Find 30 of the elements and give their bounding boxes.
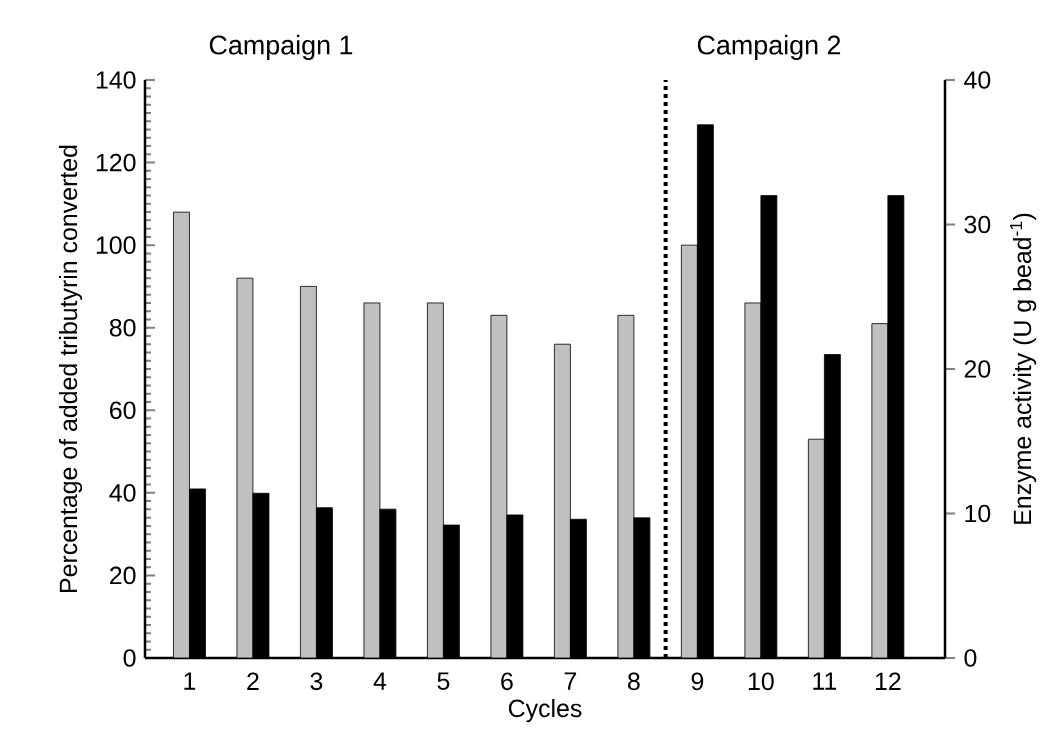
y2-tick-label: 20 xyxy=(964,360,991,378)
y-axis-title: Percentage of added tributyrin converted xyxy=(58,145,83,592)
y2-tick-label: 40 xyxy=(964,71,991,89)
y-tick-label: 20 xyxy=(110,566,136,585)
x-tick-label: 2 xyxy=(247,672,259,690)
y2-tick-label: 0 xyxy=(964,649,977,667)
y2-tick-label: 10 xyxy=(965,504,991,523)
x-tick-label: 4 xyxy=(373,672,387,690)
y-tick-label: 0 xyxy=(123,649,136,667)
x-axis-title: Cycles xyxy=(508,698,582,723)
x-tick-label: 5 xyxy=(437,672,450,690)
x-tick-label: 6 xyxy=(501,672,513,691)
x-tick-label: 3 xyxy=(310,672,323,691)
x-tick-label: 9 xyxy=(691,672,704,691)
y-tick-label: 40 xyxy=(109,484,136,502)
x-tick-label: 11 xyxy=(813,672,837,690)
x-tick-label: 1 xyxy=(184,672,196,690)
text: Campaign 1 xyxy=(209,34,353,60)
x-tick-label: 7 xyxy=(564,672,577,690)
y-tick-label: 120 xyxy=(96,153,136,172)
x-tick-label: 12 xyxy=(875,672,901,690)
x-tick-label: 10 xyxy=(748,672,774,691)
y2-axis-title: Enzyme activity (U g bead$^{-1}$) xyxy=(1010,213,1037,524)
y-tick-label: 60 xyxy=(110,401,136,420)
y2-tick-label: 30 xyxy=(964,215,991,234)
text: Campaign 2 xyxy=(697,34,841,60)
y-tick-label: 80 xyxy=(109,318,136,337)
y-tick-label: 140 xyxy=(96,71,136,89)
x-tick-label: 8 xyxy=(628,672,640,691)
y-tick-label: 100 xyxy=(96,236,136,254)
